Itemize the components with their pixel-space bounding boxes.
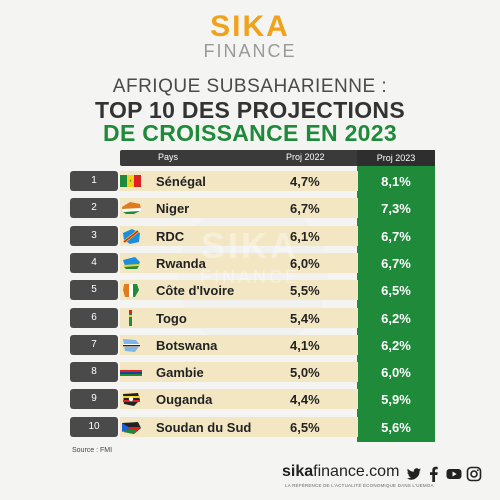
rank-badge: 1 <box>70 171 118 191</box>
proj2022-value: 5,4% <box>290 310 320 326</box>
country-flag-icon <box>123 284 139 298</box>
proj2022-value: 4,7% <box>290 174 320 189</box>
country-name: Botswana <box>156 337 218 353</box>
country-flag-icon <box>123 256 140 269</box>
country-name: Soudan du Sud <box>156 419 252 435</box>
rank-badge: 4 <box>70 252 118 273</box>
table-row: 6 Togo 5,4% 6,2% <box>0 306 500 330</box>
row-band <box>120 416 358 437</box>
country-flag-icon <box>129 309 132 326</box>
brand-logo: SIKA FINANCE <box>0 10 500 61</box>
table-row: 3 RDC 6,1% 6,7% <box>0 224 500 248</box>
rank-badge: 3 <box>70 225 118 246</box>
youtube-icon[interactable] <box>446 466 462 482</box>
title-line-1: AFRIQUE SUBSAHARIENNE : <box>112 76 388 97</box>
table-row: 7 Botswana 4,1% 6,2% <box>0 333 500 357</box>
source-note: Source : FMI <box>72 447 113 454</box>
country-name: RDC <box>156 228 185 244</box>
country-flag-icon <box>120 175 141 187</box>
proj2022-value: 4,1% <box>290 337 320 353</box>
header-proj2023: Proj 2023 <box>357 150 435 166</box>
row-band <box>120 307 358 328</box>
proj2023-value: 5,9% <box>381 392 411 408</box>
proj2023-value: 5,6% <box>381 419 411 435</box>
row-band <box>120 334 358 355</box>
header-country: Pays <box>158 152 179 162</box>
proj2023-value: 6,2% <box>381 310 411 326</box>
rank-badge: 9 <box>70 389 118 410</box>
country-name: Niger <box>156 201 190 217</box>
country-flag-icon <box>123 228 140 244</box>
proj2022-value: 5,5% <box>290 283 320 299</box>
brand-name-top: SIKA <box>210 10 290 43</box>
country-flag-icon <box>122 421 141 434</box>
country-flag-icon <box>123 393 140 407</box>
country-name: Sénégal <box>156 174 206 189</box>
country-name: Côte d'Ivoire <box>156 283 235 299</box>
instagram-icon[interactable] <box>466 466 482 482</box>
row-band <box>120 389 358 410</box>
country-name: Togo <box>156 310 187 326</box>
footer-website[interactable]: sikafinance.com <box>282 463 399 481</box>
country-flag-icon <box>120 370 142 377</box>
table-row: 9 Ouganda 4,4% 5,9% <box>0 387 500 411</box>
proj2023-value: 6,7% <box>381 255 411 271</box>
proj2022-value: 6,0% <box>290 255 320 271</box>
table-row: 1 Sénégal 4,7% 8,1% <box>0 169 500 193</box>
rank-badge: 5 <box>70 280 118 301</box>
country-name: Ouganda <box>156 392 213 408</box>
table-row: 10 Soudan du Sud 6,5% 5,6% <box>0 415 500 439</box>
header-proj2022: Proj 2022 <box>286 152 325 162</box>
proj2022-value: 6,5% <box>290 419 320 435</box>
rank-badge: 7 <box>70 334 118 355</box>
proj2023-value: 7,3% <box>381 201 411 217</box>
footer-site-bold: sika <box>282 463 314 480</box>
title-line-3: DE CROISSANCE EN 2023 <box>103 120 397 146</box>
proj2023-value: 6,7% <box>381 228 411 244</box>
proj2022-value: 6,7% <box>290 201 320 217</box>
row-band <box>120 198 358 219</box>
proj2023-value: 6,2% <box>381 337 411 353</box>
proj2023-value: 8,1% <box>381 174 411 189</box>
table-header: Pays Proj 2022 <box>120 150 358 166</box>
row-band <box>120 225 358 246</box>
proj2023-column-background <box>357 150 435 442</box>
rank-badge: 10 <box>70 416 118 437</box>
footer-site-rest: finance.com <box>313 463 400 480</box>
row-band <box>120 171 358 191</box>
proj2023-value: 6,0% <box>381 365 411 381</box>
twitter-icon[interactable] <box>406 466 422 482</box>
proj2022-value: 4,4% <box>290 392 320 408</box>
country-name: Rwanda <box>156 255 206 271</box>
row-band <box>120 252 358 273</box>
country-flag-icon <box>122 202 141 215</box>
proj2022-value: 5,0% <box>290 365 320 381</box>
row-band <box>120 362 358 383</box>
footer-tagline: LA RÉFÉRENCE DE L'ACTUALITÉ ÉCONOMIQUE D… <box>285 483 434 488</box>
title-line-2: TOP 10 DES PROJECTIONS <box>95 97 405 123</box>
table-row: 4 Rwanda 6,0% 6,7% <box>0 251 500 275</box>
country-flag-icon <box>123 338 140 352</box>
table-row: 2 Niger 6,7% 7,3% <box>0 196 500 220</box>
proj2022-value: 6,1% <box>290 228 320 244</box>
brand-name-bottom: FINANCE <box>203 41 297 61</box>
row-band <box>120 280 358 301</box>
table-row: 5 Côte d'Ivoire 5,5% 6,5% <box>0 278 500 302</box>
rank-badge: 2 <box>70 198 118 219</box>
table-row: 8 Gambie 5,0% 6,0% <box>0 360 500 384</box>
facebook-icon[interactable] <box>426 466 442 482</box>
proj2023-value: 6,5% <box>381 283 411 299</box>
country-name: Gambie <box>156 365 204 381</box>
rank-badge: 8 <box>70 362 118 383</box>
rank-badge: 6 <box>70 307 118 328</box>
